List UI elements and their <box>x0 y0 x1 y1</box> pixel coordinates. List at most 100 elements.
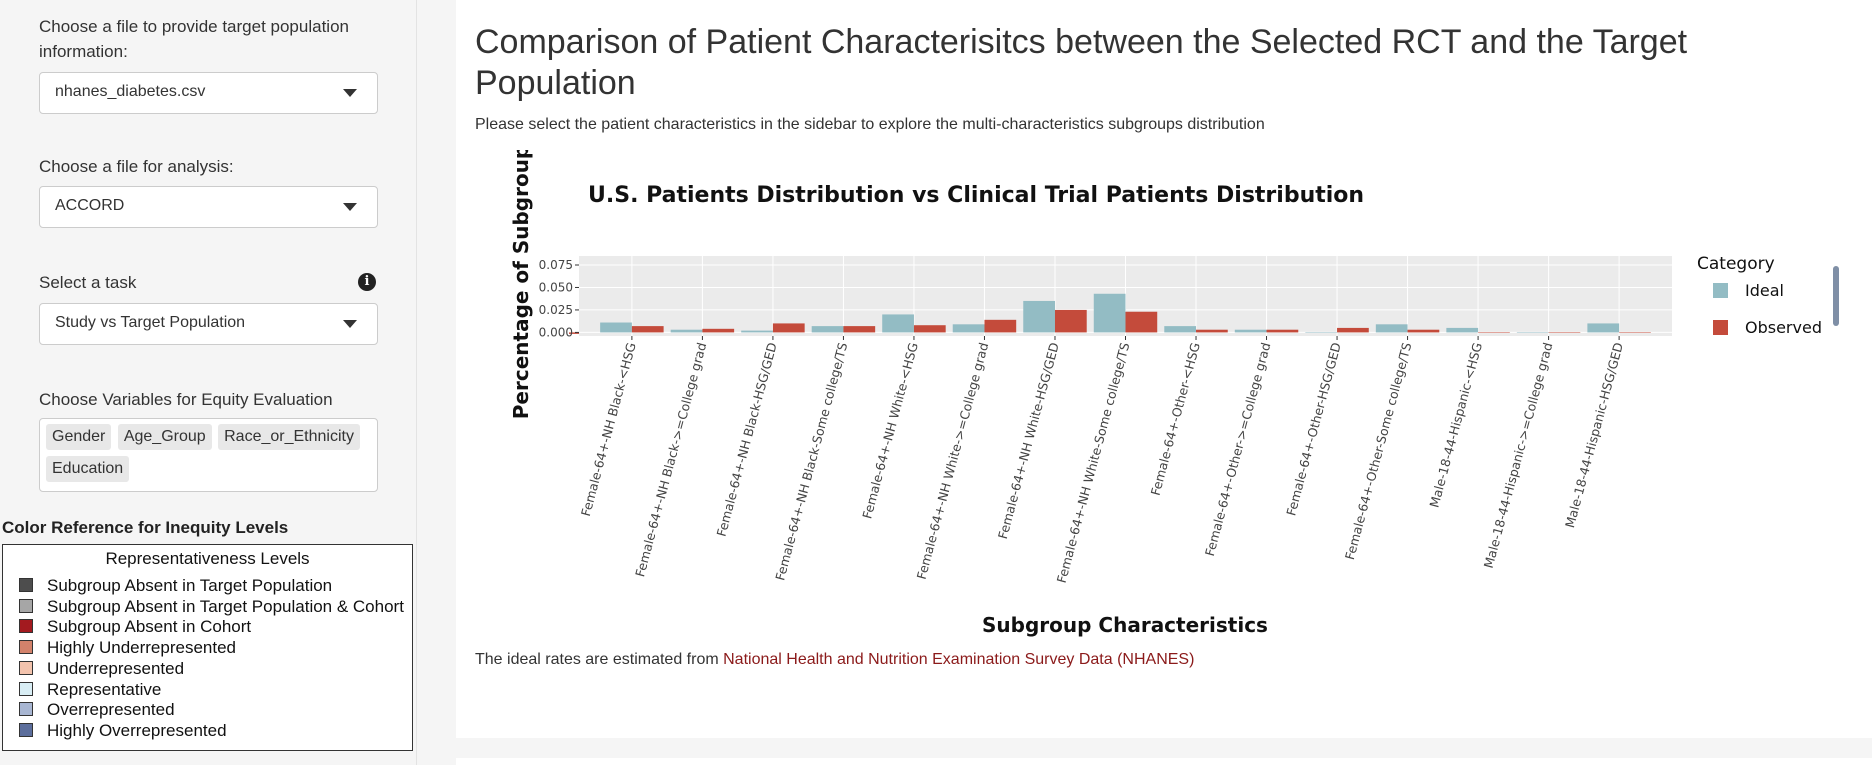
x-tick-label: Female-64+-Other->=College grad <box>1202 341 1274 558</box>
legend-key-ideal <box>1713 283 1728 298</box>
footnote: The ideal rates are estimated from Natio… <box>475 651 1194 669</box>
legend-swatch <box>19 681 33 696</box>
x-tick-label: Female-64+-NH White-Some college/TS <box>1054 341 1133 585</box>
legend-swatch <box>19 660 33 675</box>
y-axis-label: Percentage of Subgroup <box>509 150 533 419</box>
analysis-file-label: Choose a file for analysis: <box>39 157 234 176</box>
bar-ideal <box>1093 293 1126 333</box>
legend-item: Underrepresented <box>19 659 184 679</box>
bar-ideal <box>811 326 844 333</box>
bar-ideal <box>882 314 914 333</box>
bar-observed <box>843 326 876 333</box>
legend-item: Highly Underrepresented <box>19 638 236 658</box>
bar-ideal <box>741 330 773 333</box>
distribution-chart: U.S. Patients Distribution vs Clinical T… <box>509 150 1822 637</box>
legend-label-observed: Observed <box>1745 318 1822 337</box>
chevron-down-icon <box>343 320 357 328</box>
legend-title: Representativeness Levels <box>105 549 310 568</box>
x-tick-label: Female-64+-NH White->=College grad <box>914 341 992 581</box>
bar-ideal <box>600 322 632 333</box>
analysis-file-value: ACCORD <box>55 197 125 214</box>
target-file-label: Choose a file to provide target populati… <box>39 17 349 61</box>
bar-observed <box>1337 327 1369 333</box>
bar-ideal <box>1375 324 1408 333</box>
sidebar: Choose a file to provide target populati… <box>0 0 417 765</box>
page-subtitle: Please select the patient characteristic… <box>475 116 1265 133</box>
legend-item: Highly Overrepresented <box>19 721 227 741</box>
legend-swatch <box>19 722 33 737</box>
bar-observed-edge <box>569 332 579 334</box>
legend-key-observed <box>1713 320 1728 335</box>
x-tick-label: Female-64+-NH White-<HSG <box>859 341 921 520</box>
bar-ideal <box>670 329 703 333</box>
representativeness-legend: Representativeness Levels Subgroup Absen… <box>2 544 413 751</box>
y-tick-label: 0.075 <box>539 258 573 272</box>
x-tick-label: Male-18-44-Hispanic->=College grad <box>1481 341 1556 570</box>
legend-item: Overrepresented <box>19 700 175 720</box>
bar-observed <box>1054 309 1087 333</box>
variables-multiselect[interactable]: Gender Age_Group Race_or_Ethnicity Educa… <box>39 418 378 492</box>
main-panel: Comparison of Patient Characterisitcs be… <box>456 0 1872 738</box>
bar-observed <box>913 325 946 333</box>
bar-ideal <box>1234 329 1267 333</box>
x-tick-label: Female-64+-NH Black->=College grad <box>632 341 709 579</box>
y-tick-label: 0.050 <box>539 280 573 294</box>
x-tick-label: Female-64+-Other-Some college/TS <box>1342 341 1415 561</box>
bar-ideal <box>1516 332 1549 333</box>
bar-ideal <box>1587 323 1620 333</box>
variables-label: Choose Variables for Equity Evaluation <box>39 390 333 409</box>
bar-observed <box>702 328 735 333</box>
x-tick-label: Male-18-44-Hispanic-<HSG <box>1426 341 1485 509</box>
target-file-select[interactable]: nhanes_diabetes.csv <box>39 72 378 114</box>
bar-observed <box>1196 329 1228 333</box>
variable-chip[interactable]: Gender <box>46 424 112 450</box>
info-icon[interactable]: i <box>358 273 376 291</box>
y-tick-label: 0.025 <box>539 303 573 317</box>
legend-swatch <box>19 701 33 716</box>
bar-ideal <box>1305 332 1338 333</box>
bar-ideal <box>952 324 985 333</box>
bar-observed <box>772 323 805 333</box>
legend-title: Category <box>1697 254 1775 274</box>
bar-ideal <box>1023 300 1055 333</box>
bar-ideal <box>1446 327 1479 333</box>
bar-observed <box>1407 329 1440 333</box>
bar-observed <box>1266 329 1299 333</box>
footnote-text: The ideal rates are estimated from <box>475 651 724 668</box>
y-tick-label: 0.000 <box>539 325 573 339</box>
legend-item: Representative <box>19 680 161 700</box>
task-value: Study vs Target Population <box>55 314 246 331</box>
legend-swatch <box>19 639 33 654</box>
task-label: Select a task <box>39 273 137 292</box>
x-tick-label: Female-64+-Other-<HSG <box>1148 341 1203 497</box>
nhanes-link[interactable]: National Health and Nutrition Examinatio… <box>723 651 1195 668</box>
y-ticks: 0.000 0.025 0.050 0.075 <box>539 258 579 339</box>
x-axis-label: Subgroup Characteristics <box>982 613 1268 637</box>
bar-observed <box>631 326 664 333</box>
bar-observed <box>1125 311 1158 333</box>
bar-observed <box>1548 332 1581 333</box>
variable-chip[interactable]: Age_Group <box>117 424 212 450</box>
legend-swatch <box>19 618 33 633</box>
color-reference-title: Color Reference for Inequity Levels <box>2 518 289 537</box>
x-tick-label: Female-64+-Other-HSG/GED <box>1283 341 1344 517</box>
bar-ideal <box>1164 326 1197 333</box>
chevron-down-icon <box>343 89 357 97</box>
page-title: Comparison of Patient Characterisitcs be… <box>475 23 1688 102</box>
variable-chip[interactable]: Race_or_Ethnicity <box>218 424 360 450</box>
x-tick-label: Female-64+-NH Black-HSG/GED <box>714 341 780 538</box>
scrollbar-thumb[interactable] <box>1833 266 1839 326</box>
variable-chip[interactable]: Education <box>46 456 130 482</box>
chart-title: U.S. Patients Distribution vs Clinical T… <box>588 183 1364 208</box>
analysis-file-select[interactable]: ACCORD <box>39 186 378 228</box>
task-select[interactable]: Study vs Target Population <box>39 303 378 345</box>
category-legend: Category Ideal Observed <box>1697 254 1822 337</box>
legend-swatch <box>19 577 33 592</box>
legend-label-ideal: Ideal <box>1745 281 1784 300</box>
bar-observed <box>984 319 1017 333</box>
legend-swatch <box>19 598 33 613</box>
x-tick-label: Female-64+-NH White-HSG/GED <box>995 341 1062 541</box>
legend-item: Subgroup Absent in Target Population & C… <box>19 597 404 617</box>
bar-observed <box>1478 332 1510 333</box>
